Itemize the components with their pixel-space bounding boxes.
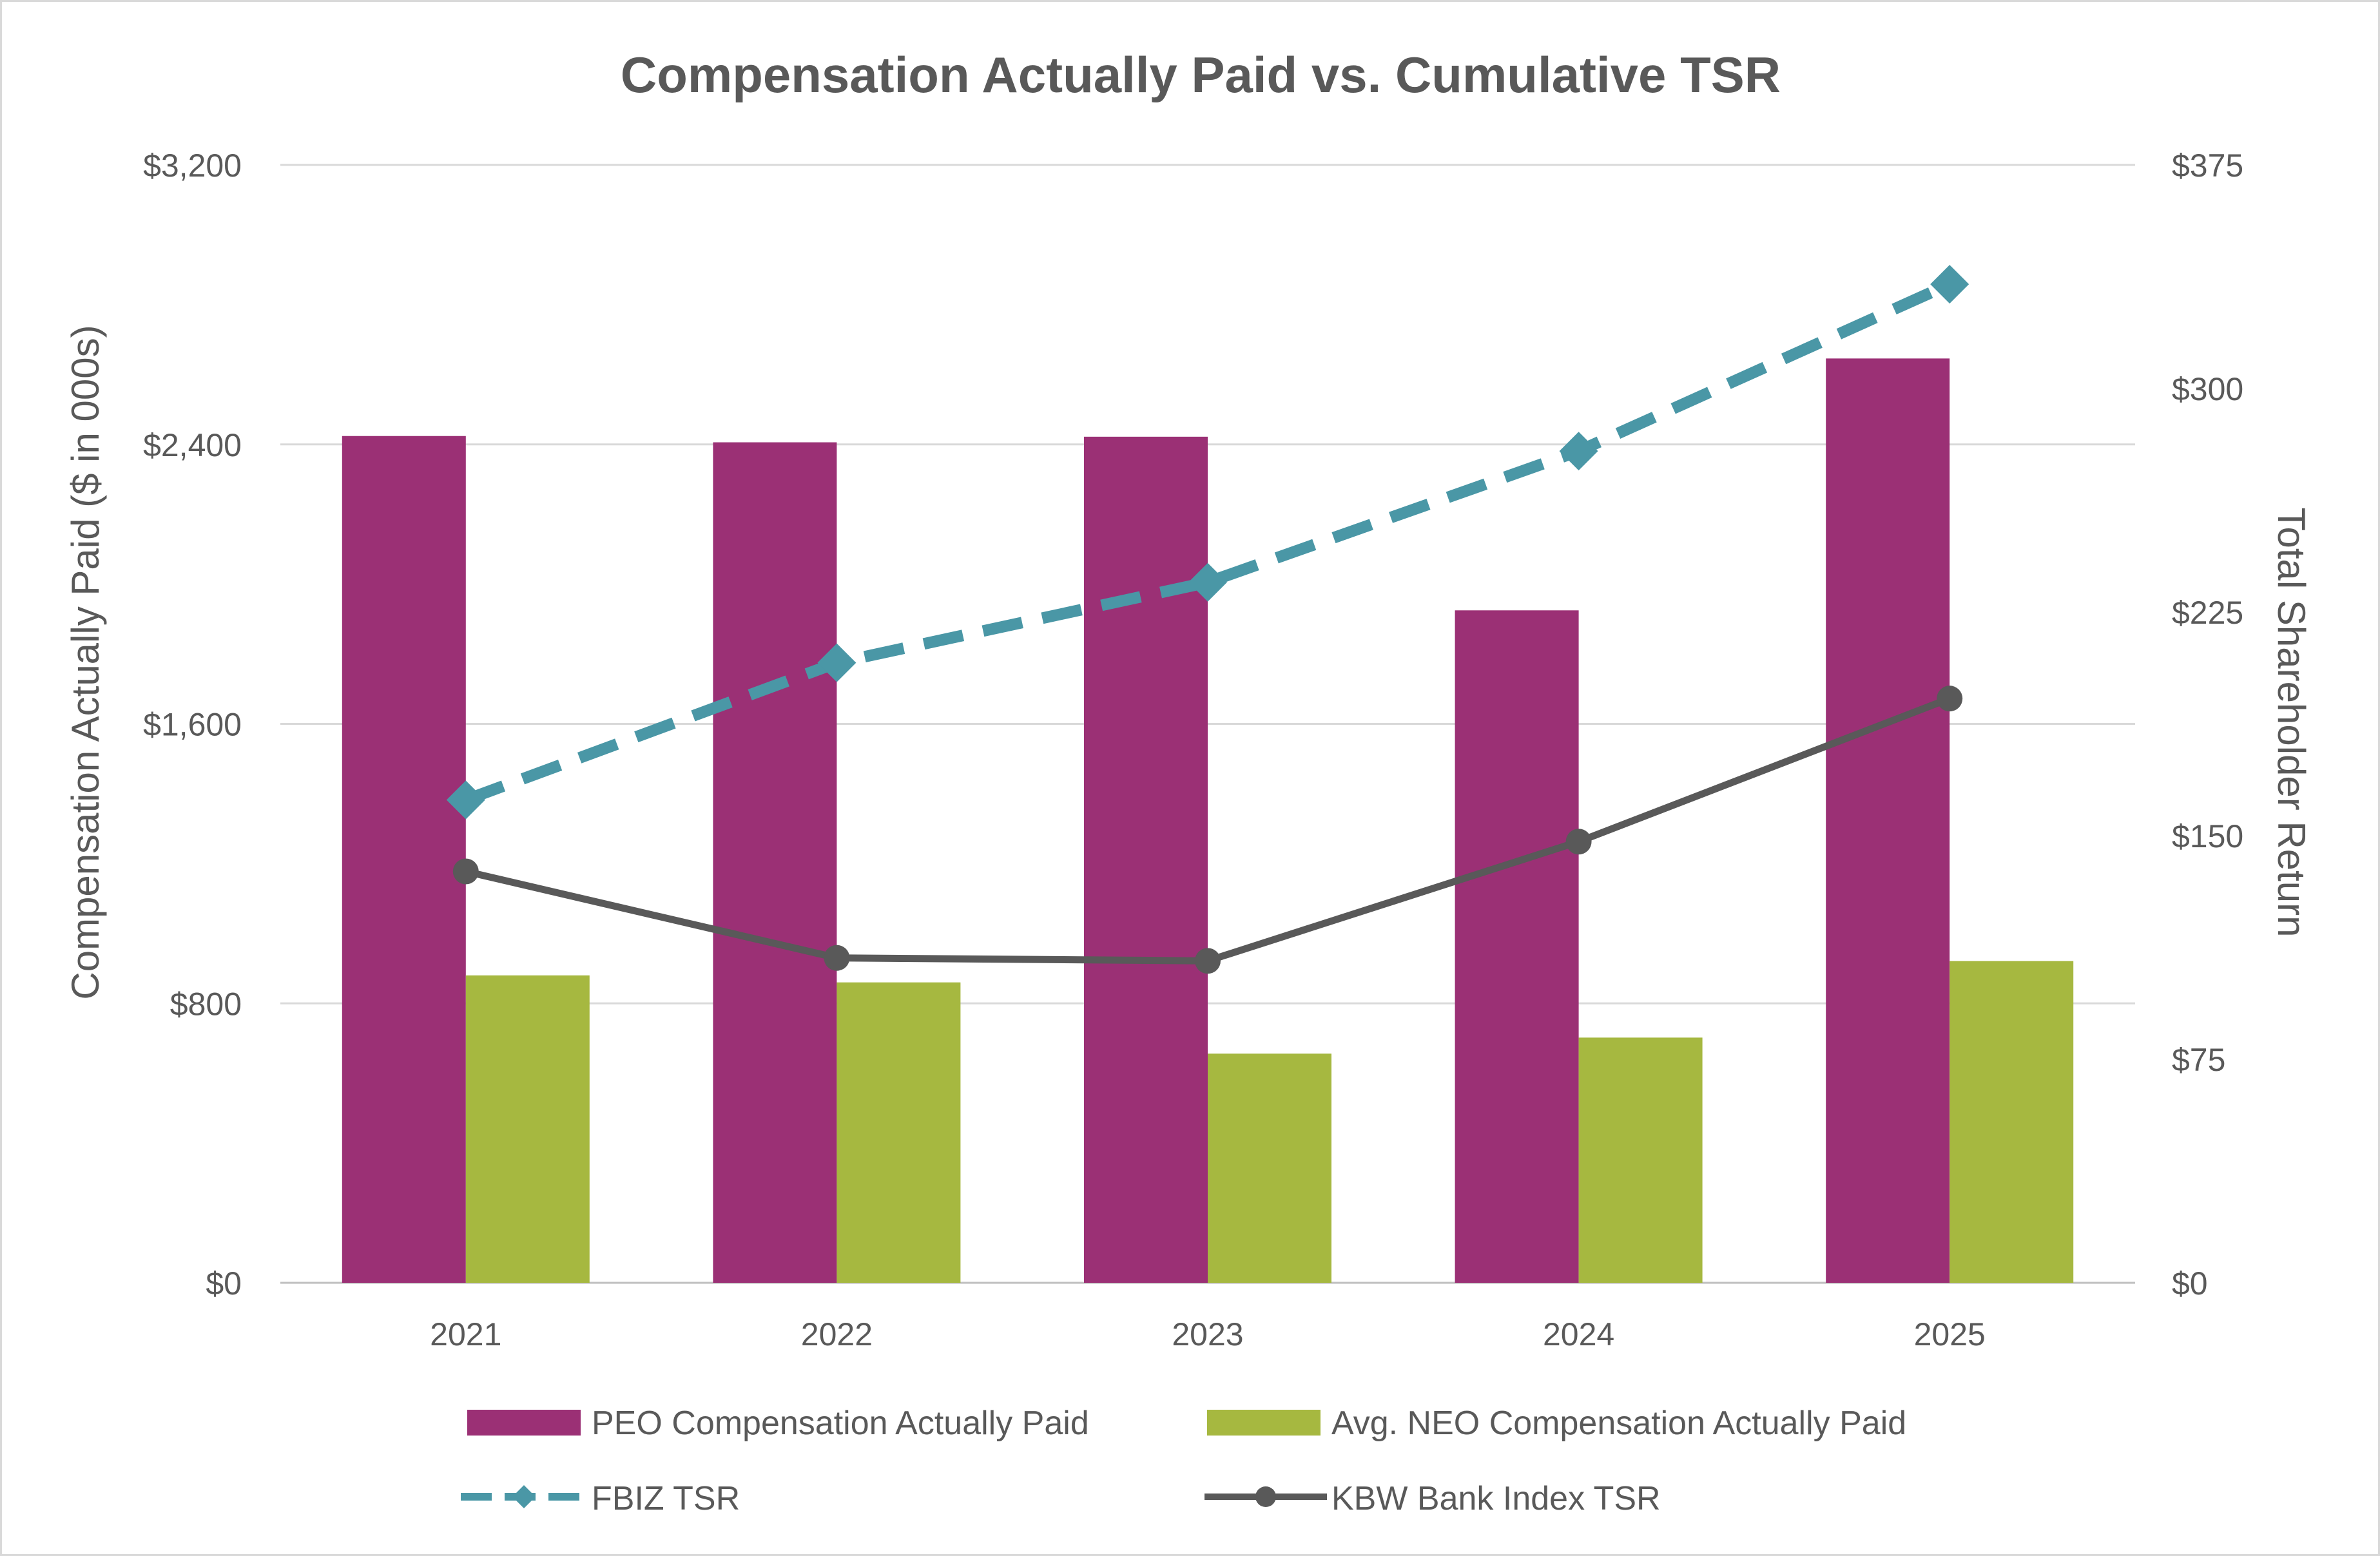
right-tick-label: $375 — [2172, 148, 2243, 184]
legend-label-kbw: KBW Bank Index TSR — [1331, 1480, 1661, 1517]
left-axis-title: Compensation Actually Paid ($ in 000s) — [64, 325, 107, 999]
chart-title: Compensation Actually Paid vs. Cumulativ… — [621, 46, 1781, 103]
peo-bar-2023 — [1084, 436, 1208, 1283]
fbiz-tsr-marker-2022 — [817, 643, 856, 682]
fbiz-tsr-marker-2024 — [1559, 432, 1598, 471]
legend-label-peo: PEO Compensation Actually Paid — [592, 1405, 1089, 1442]
neo-bar-2022 — [837, 982, 961, 1283]
kbw-tsr-marker-2021 — [452, 858, 479, 885]
right-tick-label: $75 — [2172, 1042, 2225, 1078]
x-tick-label: 2024 — [1543, 1316, 1614, 1352]
x-axis-ticks: 2021 2022 2023 2024 2025 — [430, 1316, 1986, 1352]
peo-bar-2025 — [1826, 358, 1950, 1283]
kbw-tsr-marker-2022 — [824, 945, 850, 971]
legend-swatch-peo — [467, 1410, 581, 1436]
peo-bar-2022 — [713, 442, 837, 1283]
x-tick-label: 2025 — [1914, 1316, 1986, 1352]
fbiz-tsr-marker-2025 — [1930, 265, 1969, 304]
right-tick-label: $0 — [2172, 1265, 2208, 1301]
kbw-tsr-marker-2024 — [1565, 829, 1592, 855]
left-tick-label: $0 — [206, 1265, 242, 1301]
right-tick-label: $150 — [2172, 818, 2243, 854]
right-axis-ticks: $0 $75 $150 $225 $300 $375 — [2172, 148, 2243, 1301]
left-axis-ticks: $0 $800 $1,600 $2,400 $3,200 — [143, 148, 242, 1301]
legend-label-fbiz: FBIZ TSR — [592, 1480, 740, 1517]
left-tick-label: $1,600 — [143, 707, 242, 743]
neo-bar-2023 — [1208, 1053, 1331, 1283]
legend-swatch-neo — [1207, 1410, 1321, 1436]
legend: PEO Compensation Actually Paid Avg. NEO … — [461, 1405, 1906, 1517]
x-tick-label: 2021 — [430, 1316, 501, 1352]
peo-bar-2021 — [342, 436, 466, 1283]
right-tick-label: $225 — [2172, 595, 2243, 631]
fbiz-tsr-line — [463, 278, 1952, 805]
left-tick-label: $800 — [170, 986, 242, 1022]
kbw-tsr-marker-2023 — [1195, 948, 1221, 974]
fbiz-tsr-marker-2021 — [446, 780, 485, 820]
legend-label-neo: Avg. NEO Compensation Actually Paid — [1331, 1405, 1906, 1442]
lines — [446, 265, 1969, 974]
x-tick-label: 2022 — [801, 1316, 873, 1352]
legend-swatch-fbiz — [461, 1485, 587, 1508]
right-axis-title: Total Shareholder Return — [2270, 507, 2313, 937]
neo-bar-2025 — [1949, 961, 2074, 1283]
fbiz-tsr-marker-2023 — [1188, 562, 1227, 602]
left-tick-label: $3,200 — [143, 148, 242, 184]
peo-bar-2024 — [1455, 610, 1579, 1283]
x-tick-label: 2023 — [1172, 1316, 1243, 1352]
legend-swatch-kbw — [1205, 1486, 1327, 1507]
kbw-tsr-marker-2025 — [1937, 686, 1963, 712]
neo-bar-2024 — [1578, 1037, 1703, 1283]
left-tick-label: $2,400 — [143, 427, 242, 463]
bars — [342, 358, 2074, 1283]
right-tick-label: $300 — [2172, 371, 2243, 407]
neo-bar-2021 — [465, 975, 590, 1283]
